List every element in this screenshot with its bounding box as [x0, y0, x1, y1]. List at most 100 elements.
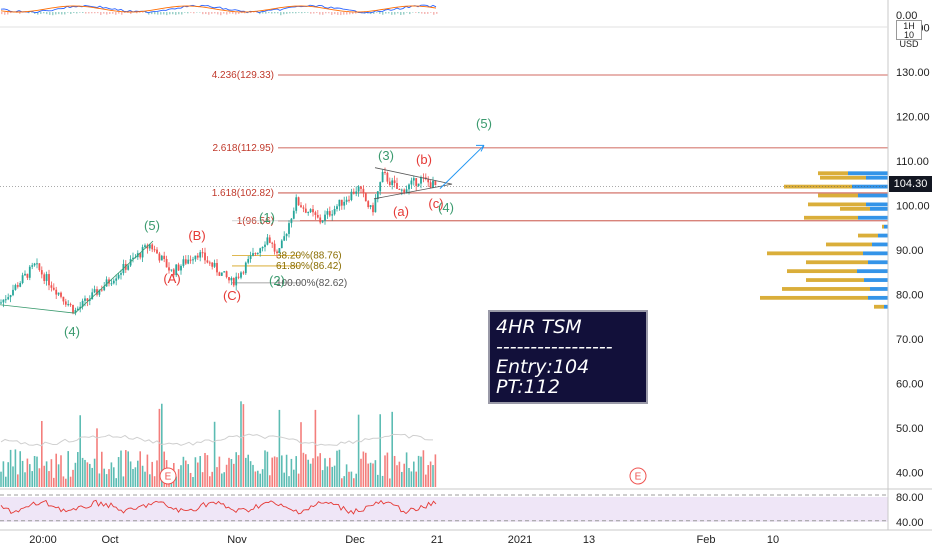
macd-histogram-bar — [313, 12, 315, 14]
candle-body — [351, 192, 353, 200]
macd-histogram-bar — [112, 12, 114, 14]
macd-histogram-bar — [433, 12, 435, 15]
candle-body — [389, 182, 391, 185]
volume-bar — [84, 460, 86, 487]
macd-histogram-bar — [385, 12, 387, 14]
volume-bar — [298, 474, 300, 487]
volume-bar — [430, 462, 432, 487]
volume-bar — [24, 472, 26, 487]
candle-body — [365, 193, 367, 201]
macd-histogram-bar — [100, 12, 102, 15]
candle-body — [34, 264, 36, 266]
volume-bar — [46, 461, 48, 487]
volume-bar — [192, 477, 194, 487]
volume-bar — [252, 465, 254, 487]
volume-profile-down — [840, 207, 870, 211]
volume-bar — [29, 464, 31, 487]
candle-body — [384, 172, 386, 173]
macd-histogram-bar — [310, 12, 312, 14]
volume-bar — [149, 474, 151, 487]
volume-bar — [202, 472, 204, 487]
candle-body — [187, 260, 189, 264]
macd-histogram-bar — [424, 12, 426, 14]
volume-bar — [101, 452, 103, 487]
candle-body — [420, 177, 422, 183]
volume-bar — [389, 478, 391, 487]
macd-histogram-bar — [103, 12, 105, 14]
volume-profile-up — [858, 216, 888, 220]
candle-body — [166, 259, 168, 267]
candle-body — [197, 256, 199, 258]
macd-histogram-bar — [304, 12, 306, 13]
volume-bar — [135, 467, 137, 487]
last-price-tag: 104.30 — [889, 176, 932, 192]
candle-body — [233, 278, 235, 285]
volume-profile-down — [858, 234, 878, 238]
macd-histogram-bar — [217, 12, 219, 14]
currency-badge[interactable]: 1H 10 USD — [896, 20, 922, 40]
macd-histogram-bar — [94, 12, 96, 13]
macd-histogram-bar — [394, 12, 396, 15]
volume-bar — [195, 457, 197, 487]
candle-body — [216, 263, 218, 272]
volume-bar — [427, 465, 429, 487]
candle-body — [286, 234, 288, 236]
macd-histogram-bar — [436, 12, 438, 14]
macd-histogram-bar — [337, 12, 339, 15]
macd-histogram-bar — [202, 12, 204, 14]
candle-body — [17, 285, 19, 287]
volume-bar — [269, 475, 271, 487]
macd-histogram-bar — [205, 12, 207, 14]
volume-bar — [372, 463, 374, 487]
candle-body — [360, 187, 362, 189]
candle-body — [262, 247, 264, 248]
volume-bar — [211, 472, 213, 487]
macd-histogram-bar — [379, 12, 381, 14]
macd-histogram-bar — [181, 12, 183, 15]
macd-histogram-bar — [52, 12, 54, 15]
volume-bar — [403, 464, 405, 487]
time-tick-label: Oct — [101, 534, 118, 546]
volume-bar — [235, 452, 237, 487]
volume-bar — [250, 461, 252, 487]
volume-bar — [82, 458, 84, 487]
candle-body — [58, 293, 60, 295]
candle-body — [41, 270, 43, 274]
volume-bar — [279, 410, 281, 487]
macd-histogram-bar — [157, 12, 159, 15]
candle-body — [257, 253, 259, 254]
macd-histogram-bar — [268, 12, 270, 13]
candle-body — [238, 277, 240, 278]
volume-profile-up — [872, 243, 888, 247]
candle-body — [283, 236, 285, 240]
price-tick-label: 70.00 — [896, 334, 924, 346]
volume-bar — [358, 415, 360, 487]
candle-body — [300, 205, 302, 207]
volume-profile-down — [767, 251, 863, 255]
volume-bar — [271, 458, 273, 487]
time-tick-label: 10 — [767, 534, 779, 546]
volume-bar — [178, 469, 180, 487]
volume-bar — [77, 452, 79, 487]
rsi-tick-label: 80.00 — [896, 492, 924, 504]
volume-bar — [423, 450, 425, 487]
macd-histogram-bar — [307, 12, 309, 13]
candle-body — [264, 245, 266, 247]
volume-bar — [336, 451, 338, 487]
volume-bar — [70, 477, 72, 487]
volume-bar — [87, 462, 89, 487]
volume-profile-up — [864, 278, 888, 282]
volume-profile-down — [874, 305, 884, 309]
macd-histogram-bar — [226, 12, 228, 15]
macd-histogram-bar — [223, 12, 225, 14]
candle-body — [87, 298, 89, 301]
volume-bar — [231, 459, 233, 487]
macd-histogram-bar — [163, 12, 165, 14]
volume-bar — [348, 472, 350, 487]
volume-profile-up — [857, 269, 888, 273]
price-tick-label: 40.00 — [896, 468, 924, 480]
macd-histogram-bar — [1, 12, 3, 14]
candle-body — [127, 266, 129, 270]
wave-label: (5) — [476, 116, 492, 131]
